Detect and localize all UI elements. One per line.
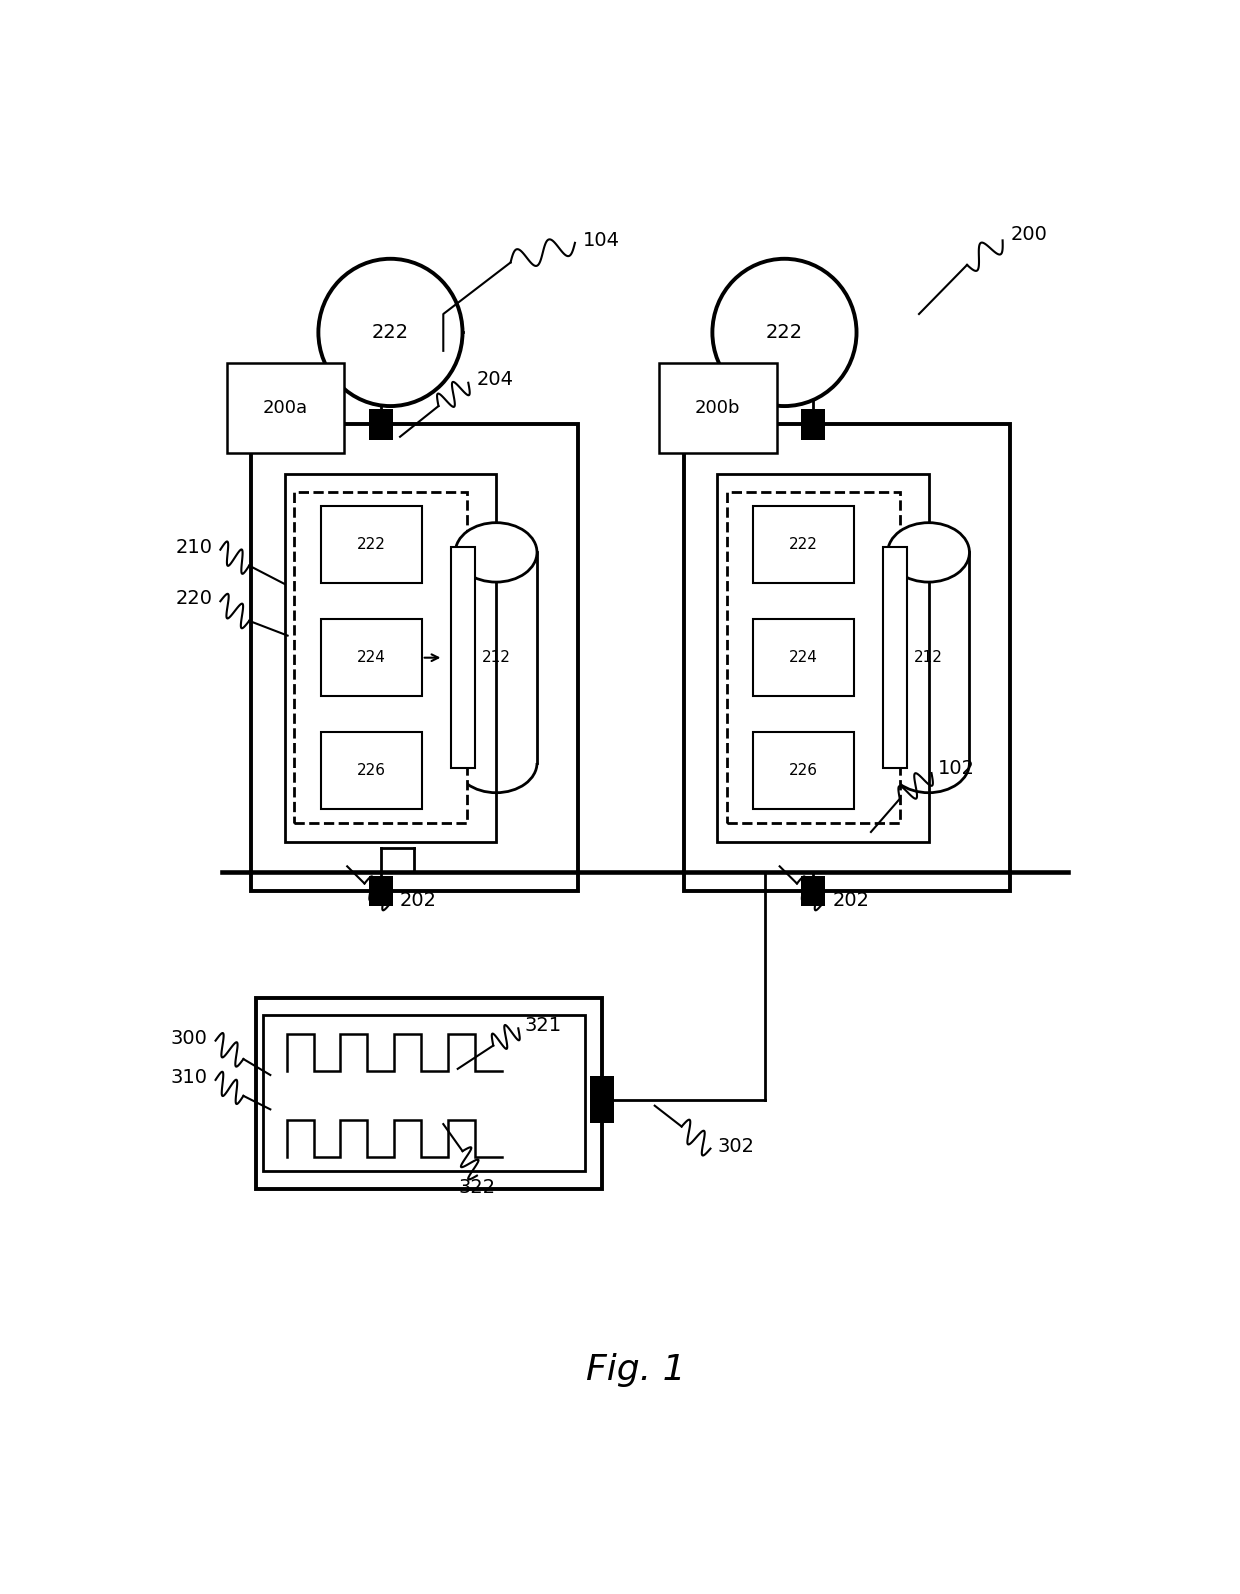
Text: 200: 200	[1011, 225, 1047, 244]
Bar	[255, 998, 601, 1189]
Text: 222: 222	[357, 537, 386, 552]
Bar	[285, 473, 496, 842]
Ellipse shape	[455, 523, 537, 582]
Text: 222: 222	[372, 324, 409, 343]
Text: 204: 204	[477, 370, 513, 389]
Bar	[455, 553, 537, 764]
Text: 212: 212	[481, 650, 511, 665]
Bar	[321, 507, 422, 583]
Bar	[753, 618, 854, 697]
Bar	[321, 732, 422, 810]
Bar	[883, 547, 908, 768]
Text: 202: 202	[401, 891, 436, 910]
Bar	[727, 493, 900, 824]
Text: 300: 300	[171, 1028, 208, 1047]
Ellipse shape	[712, 258, 857, 406]
Text: 224: 224	[357, 650, 386, 665]
Text: 212: 212	[914, 650, 944, 665]
Text: 302: 302	[717, 1137, 754, 1156]
Bar	[368, 875, 393, 907]
Bar	[801, 410, 826, 440]
Bar	[801, 875, 826, 907]
Bar	[321, 618, 422, 697]
Text: Fig. 1: Fig. 1	[585, 1353, 686, 1387]
Text: 104: 104	[583, 231, 620, 250]
Ellipse shape	[888, 523, 970, 582]
Text: 321: 321	[525, 1017, 562, 1036]
Bar	[368, 410, 393, 440]
Bar	[263, 1015, 585, 1172]
Ellipse shape	[319, 258, 463, 406]
Text: 322: 322	[459, 1178, 496, 1197]
Bar	[717, 473, 929, 842]
Text: 202: 202	[832, 891, 869, 910]
Text: 224: 224	[789, 650, 818, 665]
Text: 200a: 200a	[263, 398, 308, 418]
Bar	[451, 547, 475, 768]
Text: 222: 222	[766, 324, 804, 343]
Text: 210: 210	[176, 537, 213, 556]
Text: 310: 310	[171, 1068, 208, 1087]
Bar	[294, 493, 467, 824]
Text: 226: 226	[789, 764, 818, 778]
Text: 200b: 200b	[696, 398, 740, 418]
Text: 226: 226	[357, 764, 386, 778]
Bar	[250, 424, 578, 891]
Text: 222: 222	[789, 537, 818, 552]
Bar	[888, 553, 970, 764]
Text: 220: 220	[176, 590, 213, 609]
Bar	[590, 1076, 614, 1122]
Text: 102: 102	[939, 759, 975, 778]
Bar	[753, 507, 854, 583]
Bar	[683, 424, 1011, 891]
Bar	[753, 732, 854, 810]
